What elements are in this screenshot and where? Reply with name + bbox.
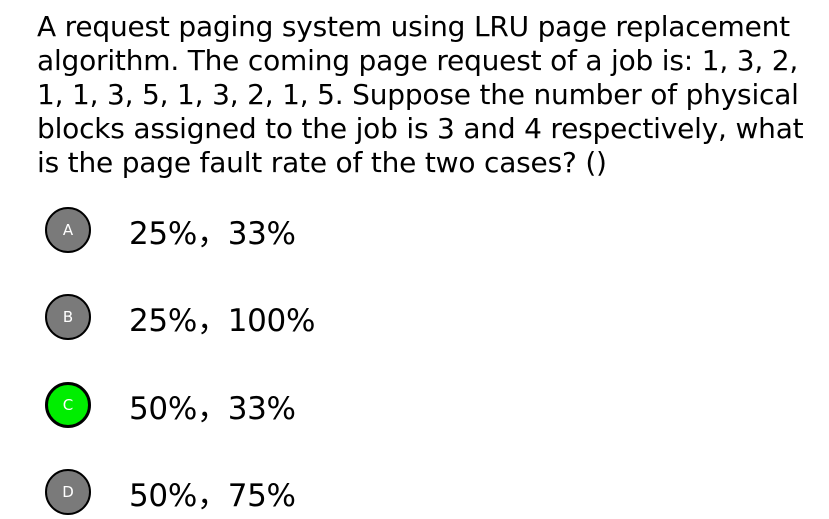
option-b[interactable]: B 25%，100%: [45, 292, 315, 342]
option-b-text: 25%，100%: [129, 302, 316, 339]
option-c-badge[interactable]: C: [45, 382, 91, 428]
option-c[interactable]: C 50%，33%: [45, 380, 296, 430]
question-text: A request paging system using LRU page r…: [37, 10, 804, 179]
option-d-text: 50%，75%: [129, 477, 296, 514]
option-d[interactable]: D 50%，75%: [45, 467, 296, 517]
option-b-badge[interactable]: B: [45, 294, 91, 340]
option-c-text: 50%，33%: [129, 390, 296, 427]
option-d-badge[interactable]: D: [45, 469, 91, 515]
option-a-text: 25%，33%: [129, 215, 296, 252]
option-a[interactable]: A 25%，33%: [45, 205, 296, 255]
option-a-badge[interactable]: A: [45, 207, 91, 253]
